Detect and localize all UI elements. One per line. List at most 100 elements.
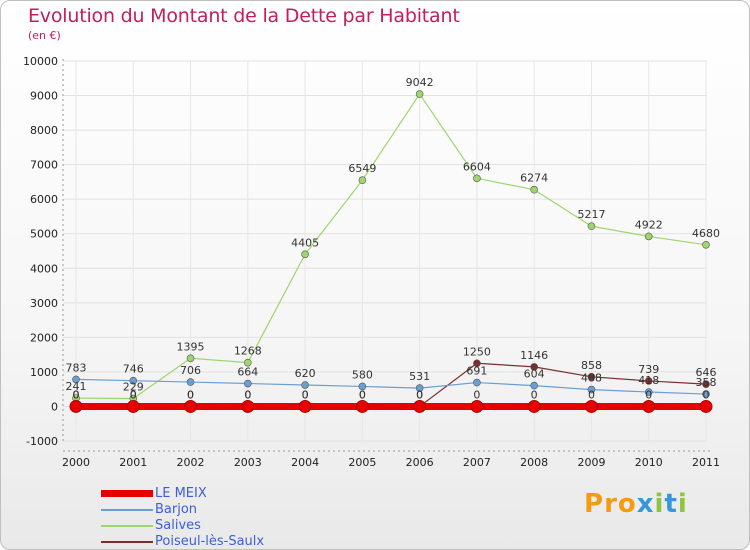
data-label-le-meix: 0 bbox=[703, 388, 710, 401]
data-point-salives bbox=[301, 250, 309, 259]
data-point-salives bbox=[473, 174, 481, 183]
logo-letter: x bbox=[636, 489, 655, 519]
y-tick-label: 9000 bbox=[30, 90, 58, 103]
data-label-poiseul-l-s-saulx: 0 bbox=[130, 388, 137, 401]
data-label-salives: 5217 bbox=[577, 208, 605, 221]
legend-swatch bbox=[101, 509, 153, 511]
data-point-barjon bbox=[72, 375, 80, 384]
data-point-le-meix bbox=[413, 399, 427, 413]
data-point-barjon bbox=[244, 379, 252, 388]
x-tick-label: 2006 bbox=[406, 456, 434, 469]
x-tick-label: 2011 bbox=[692, 456, 720, 469]
data-label-poiseul-l-s-saulx: 646 bbox=[696, 366, 717, 379]
data-label-le-meix: 0 bbox=[244, 388, 251, 401]
data-label-poiseul-l-s-saulx: 0 bbox=[187, 388, 194, 401]
data-label-barjon: 418 bbox=[638, 374, 659, 387]
logo-letter: r bbox=[604, 489, 618, 519]
data-label-barjon: 358 bbox=[696, 376, 717, 389]
logo-letter: o bbox=[617, 489, 637, 519]
data-label-poiseul-l-s-saulx: 1250 bbox=[463, 345, 491, 358]
data-point-salives bbox=[587, 222, 596, 231]
data-label-salives: 6274 bbox=[520, 172, 548, 185]
data-label-barjon: 620 bbox=[295, 367, 316, 380]
data-label-le-meix: 0 bbox=[130, 388, 137, 401]
data-label-salives: 4922 bbox=[635, 218, 663, 231]
data-label-poiseul-l-s-saulx: 0 bbox=[244, 388, 251, 401]
data-label-salives: 1395 bbox=[177, 340, 205, 353]
x-tick-label: 2005 bbox=[348, 456, 376, 469]
data-point-le-meix bbox=[298, 399, 312, 413]
y-tick-label: 7000 bbox=[30, 159, 58, 172]
data-point-le-meix bbox=[470, 399, 484, 413]
data-label-poiseul-l-s-saulx: 1146 bbox=[520, 349, 548, 362]
data-point-barjon bbox=[415, 384, 424, 392]
logo-letter: i bbox=[677, 489, 688, 519]
data-point-le-meix bbox=[69, 399, 83, 413]
y-tick-label: 10000 bbox=[23, 55, 58, 68]
data-label-le-meix: 0 bbox=[588, 388, 595, 401]
data-label-le-meix: 0 bbox=[645, 388, 652, 401]
data-label-poiseul-l-s-saulx: 0 bbox=[73, 388, 80, 401]
data-point-poiseul-l-s-saulx bbox=[644, 377, 653, 385]
y-tick-label: 3000 bbox=[30, 297, 58, 310]
data-label-barjon: 706 bbox=[180, 364, 201, 377]
data-point-le-meix bbox=[355, 399, 369, 413]
data-point-salives bbox=[358, 176, 367, 185]
data-point-barjon bbox=[358, 382, 367, 391]
x-tick-label: 2002 bbox=[177, 456, 205, 469]
series-line-poiseul-l-s-saulx bbox=[75, 362, 707, 408]
logo-letter: t bbox=[664, 489, 678, 519]
legend-label: Salives bbox=[155, 518, 201, 533]
legend-label: Poiseul-lès-Saulx bbox=[155, 534, 265, 549]
data-point-salives bbox=[702, 240, 710, 249]
data-label-barjon: 664 bbox=[237, 366, 258, 379]
legend-label: Barjon bbox=[155, 502, 198, 517]
data-point-poiseul-l-s-saulx bbox=[530, 363, 538, 371]
data-label-salives: 9042 bbox=[406, 76, 434, 89]
data-label-salives: 6604 bbox=[463, 160, 491, 173]
data-point-barjon bbox=[702, 390, 710, 398]
data-point-barjon bbox=[644, 388, 653, 396]
data-point-salives bbox=[186, 354, 195, 363]
data-label-le-meix: 0 bbox=[187, 388, 194, 401]
data-label-poiseul-l-s-saulx: 0 bbox=[302, 388, 309, 401]
data-point-le-meix bbox=[584, 399, 598, 413]
proxiti-logo: Proxiti bbox=[584, 489, 688, 519]
y-tick-label: 0 bbox=[51, 400, 58, 413]
logo-letter: P bbox=[584, 489, 605, 519]
data-label-le-meix: 0 bbox=[359, 388, 366, 401]
data-label-salives: 4680 bbox=[692, 227, 720, 240]
data-label-poiseul-l-s-saulx: 0 bbox=[359, 388, 366, 401]
data-label-salives: 241 bbox=[66, 380, 87, 393]
data-point-le-meix bbox=[642, 399, 656, 413]
data-label-le-meix: 0 bbox=[531, 388, 538, 401]
series-line-salives bbox=[75, 93, 707, 400]
data-point-le-meix bbox=[241, 399, 255, 413]
data-label-barjon: 783 bbox=[66, 361, 87, 374]
legend-label: LE MEIX bbox=[155, 486, 207, 501]
x-tick-label: 2010 bbox=[635, 456, 663, 469]
data-label-barjon: 691 bbox=[466, 365, 487, 378]
x-tick-label: 2003 bbox=[234, 456, 262, 469]
data-label-salives: 4405 bbox=[291, 236, 319, 249]
data-point-salives bbox=[244, 358, 252, 367]
y-tick-label: 8000 bbox=[30, 124, 58, 137]
data-point-le-meix bbox=[527, 399, 541, 413]
data-point-barjon bbox=[129, 376, 138, 385]
series-line-barjon bbox=[75, 378, 707, 395]
data-point-poiseul-l-s-saulx bbox=[473, 359, 481, 368]
x-tick-label: 2009 bbox=[577, 456, 605, 469]
data-label-barjon: 488 bbox=[581, 372, 602, 385]
data-point-poiseul-l-s-saulx bbox=[587, 373, 596, 381]
y-tick-label: 1000 bbox=[30, 366, 58, 379]
data-point-barjon bbox=[186, 378, 195, 386]
data-label-barjon: 531 bbox=[409, 370, 430, 383]
data-label-le-meix: 0 bbox=[416, 388, 423, 401]
data-label-poiseul-l-s-saulx: 858 bbox=[581, 359, 602, 372]
data-label-le-meix: 0 bbox=[473, 388, 480, 401]
data-point-barjon bbox=[530, 381, 538, 390]
data-point-le-meix bbox=[699, 399, 713, 413]
data-label-le-meix: 0 bbox=[73, 388, 80, 401]
